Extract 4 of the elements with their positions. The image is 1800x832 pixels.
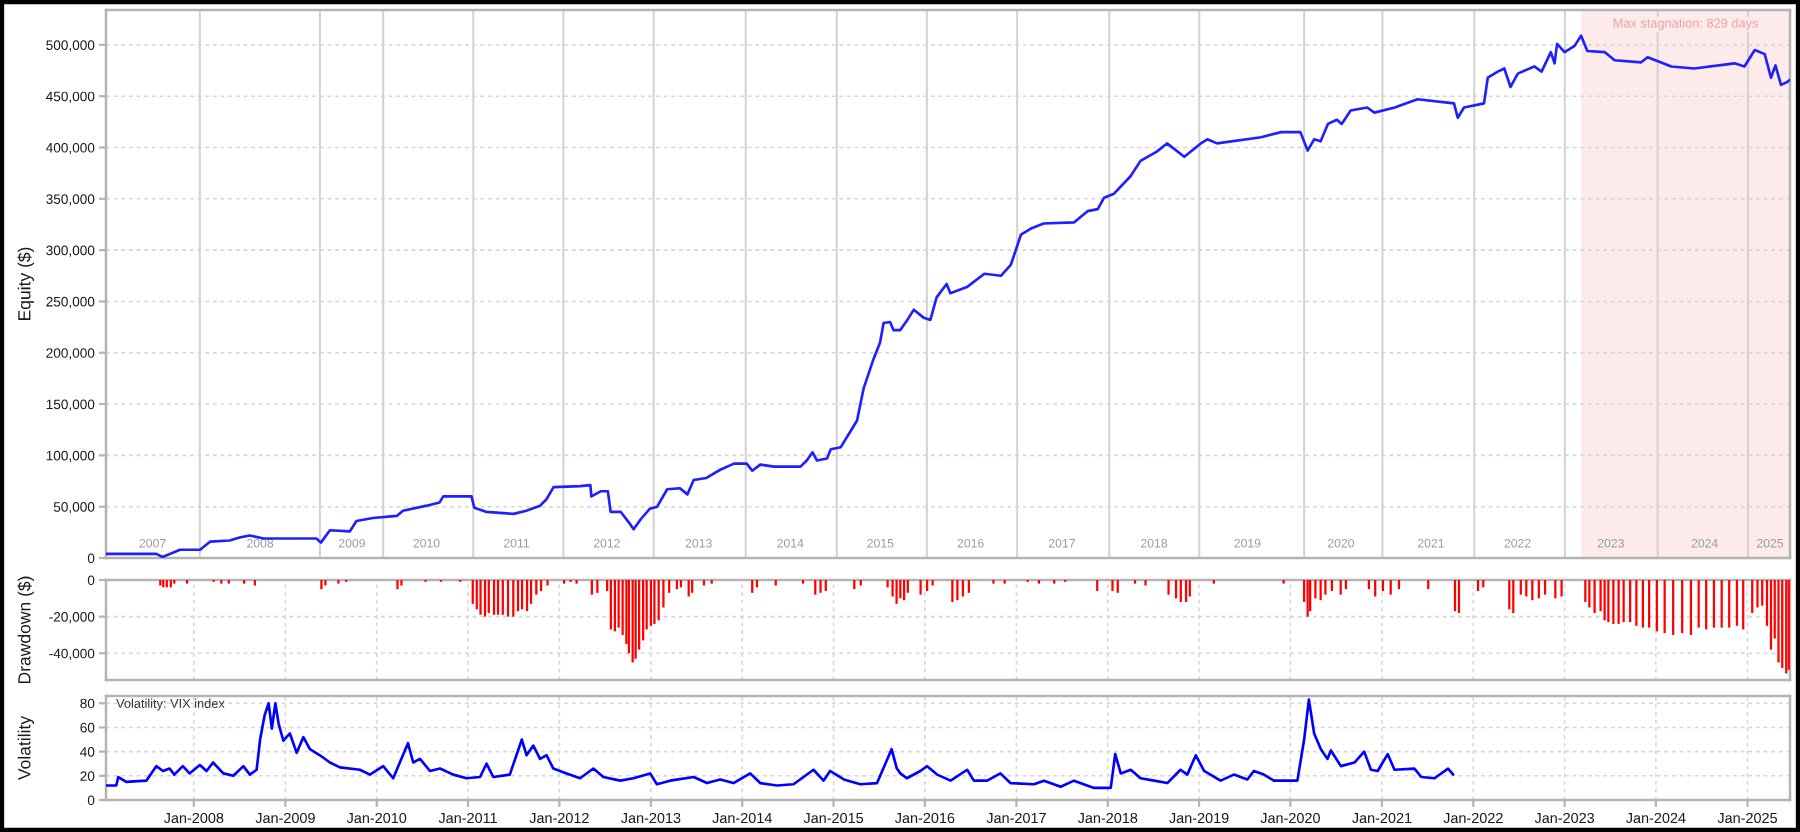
y-axis-title: Volatility: [17, 715, 34, 781]
y-axis-title: Equity ($): [17, 247, 34, 321]
y-axis-title: Drawdown ($): [17, 576, 34, 684]
line-series: [106, 698, 1455, 790]
